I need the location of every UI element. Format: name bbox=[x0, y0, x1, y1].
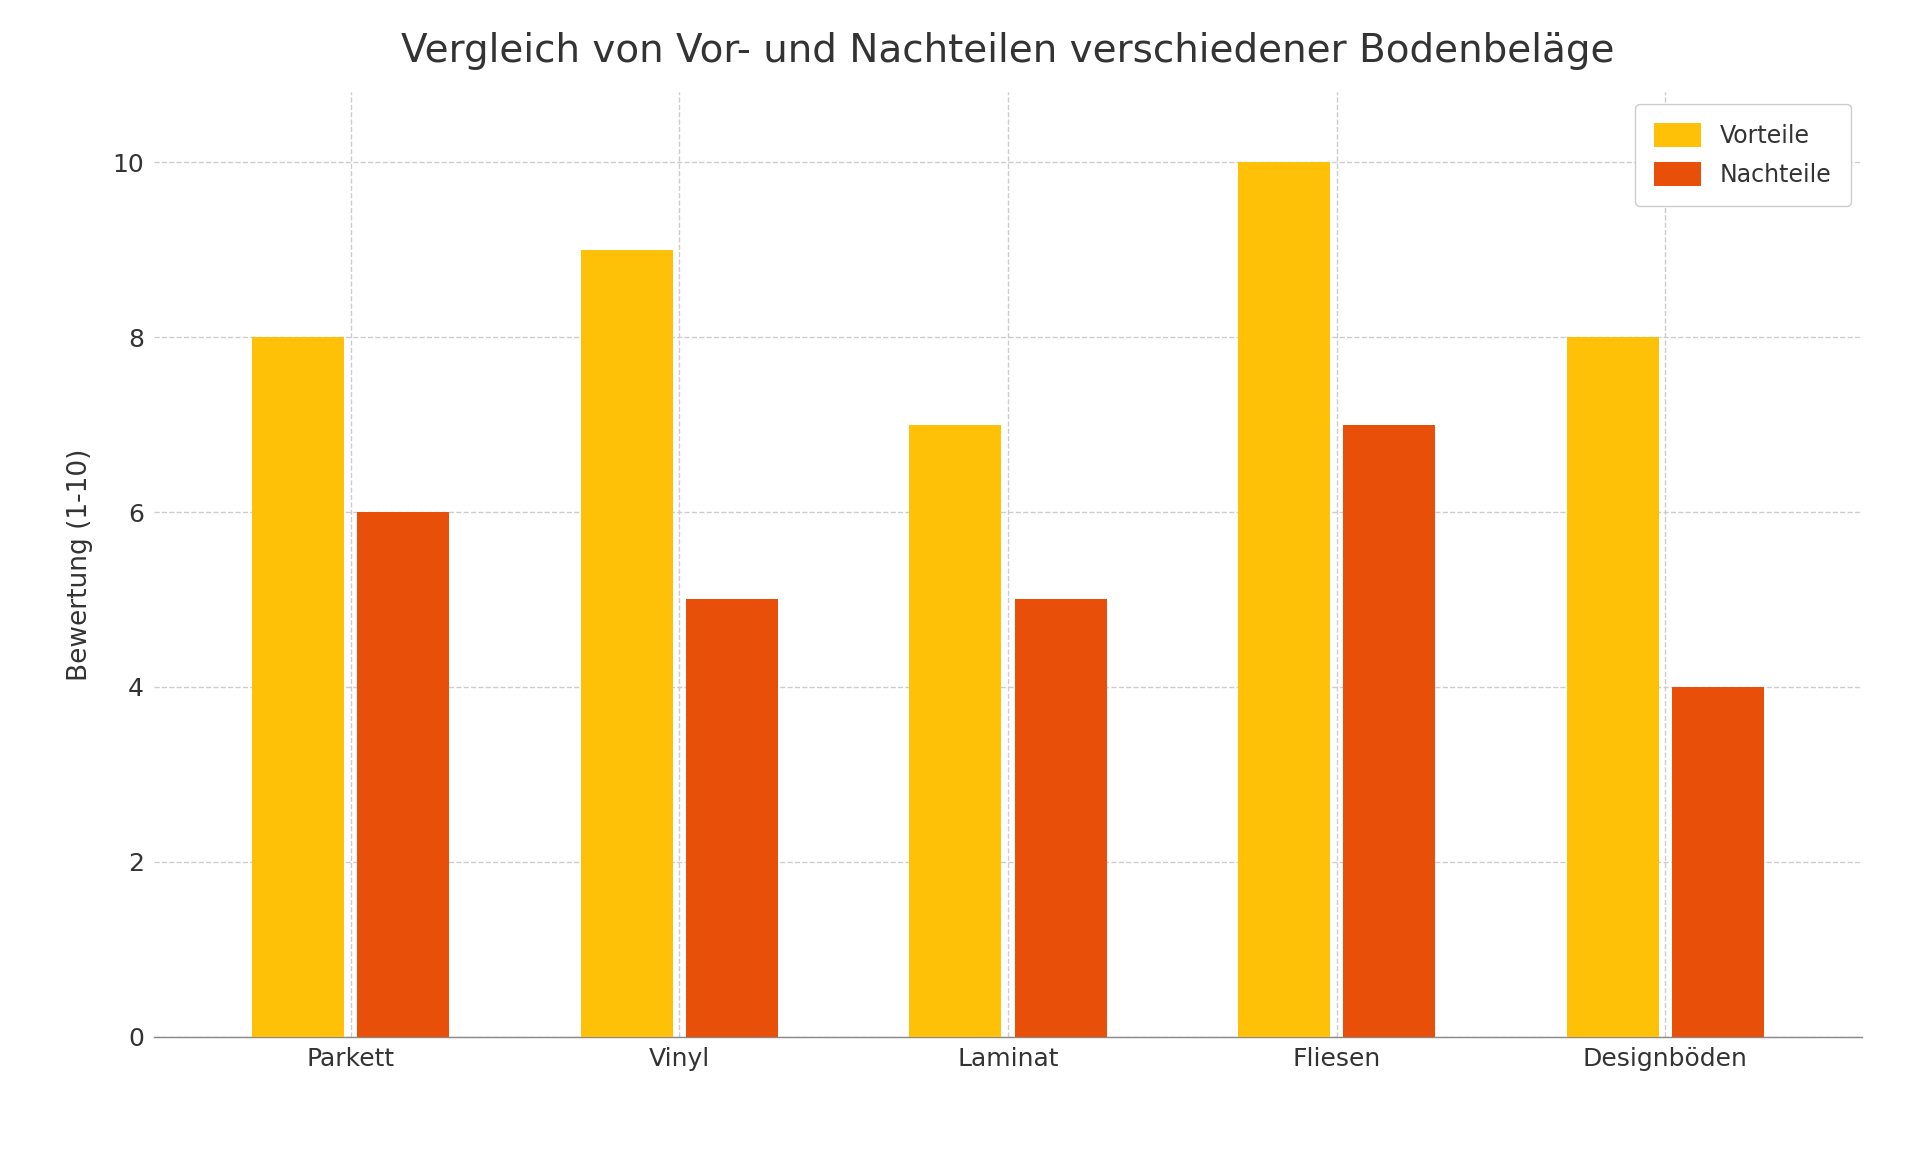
Bar bbox=[252, 338, 344, 1037]
Bar bbox=[357, 511, 449, 1037]
Bar bbox=[1238, 162, 1331, 1037]
Bar bbox=[910, 425, 1002, 1037]
Title: Vergleich von Vor- und Nachteilen verschiedener Bodenbeläge: Vergleich von Vor- und Nachteilen versch… bbox=[401, 31, 1615, 69]
Bar bbox=[1567, 338, 1659, 1037]
Legend: Vorteile, Nachteile: Vorteile, Nachteile bbox=[1636, 104, 1851, 206]
Y-axis label: Bewertung (1-10): Bewertung (1-10) bbox=[67, 448, 92, 681]
Bar bbox=[1344, 425, 1436, 1037]
Bar bbox=[1672, 687, 1764, 1037]
Bar bbox=[1014, 599, 1106, 1037]
Bar bbox=[685, 599, 778, 1037]
Bar bbox=[582, 250, 672, 1037]
